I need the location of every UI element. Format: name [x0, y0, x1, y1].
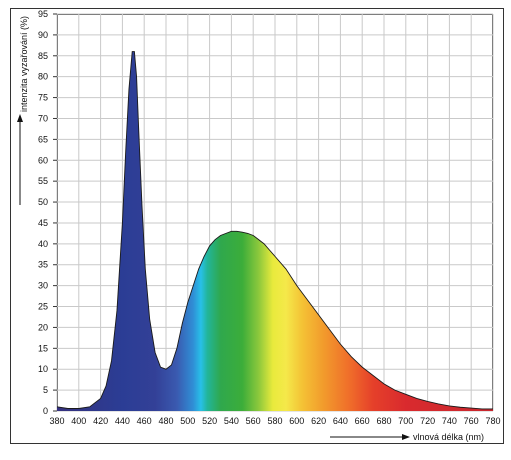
x-axis-title-group: vlnová délka (nm)	[330, 432, 484, 442]
x-axis-title: vlnová délka (nm)	[413, 432, 484, 442]
y-tick-label-1: 5	[43, 385, 48, 395]
y-tick-label-2: 10	[38, 364, 48, 374]
y-tick-label-3: 15	[38, 343, 48, 353]
x-tick-label-7: 520	[202, 416, 217, 426]
chart-frame	[10, 8, 504, 444]
x-tick-label-12: 620	[311, 416, 326, 426]
x-axis-title-arrow-head	[402, 434, 410, 440]
series-layer	[56, 51, 493, 412]
x-tick-label-0: 380	[49, 416, 64, 426]
y-axis-title: intenzita vyzařování (%)	[19, 16, 29, 112]
y-tick-label-11: 55	[38, 176, 48, 186]
x-tick-labels: 380 400 420 440 460 480 500 520 540 560 580 600 620 6…	[49, 416, 500, 426]
y-tick-labels: 0 5 10 15 20 25 30 35 40 45 50 55 60 65 70 75 80 85 90 95	[38, 9, 57, 416]
y-tick-label-0: 0	[43, 406, 48, 416]
y-tick-label-5: 25	[38, 302, 48, 312]
y-tick-label-19: 95	[38, 9, 48, 19]
y-tick-label-18: 90	[38, 30, 48, 40]
x-tick-label-11: 600	[289, 416, 304, 426]
y-axis-title-arrow-head	[17, 114, 23, 122]
spectrum-outline-0	[56, 51, 493, 410]
spectrum-area-0	[57, 51, 493, 412]
y-tick-label-15: 75	[38, 93, 48, 103]
y-tick-label-14: 70	[38, 113, 48, 123]
x-tick-label-13: 640	[333, 416, 348, 426]
x-tick-label-3: 440	[115, 416, 130, 426]
y-tick-label-4: 20	[38, 322, 48, 332]
x-tick-label-19: 760	[464, 416, 479, 426]
x-tick-label-14: 660	[355, 416, 370, 426]
x-tick-label-2: 420	[93, 416, 108, 426]
y-tick-label-6: 30	[38, 281, 48, 291]
y-tick-label-13: 65	[38, 134, 48, 144]
x-tick-label-10: 580	[267, 416, 282, 426]
x-tick-label-16: 700	[398, 416, 413, 426]
y-tick-label-9: 45	[38, 218, 48, 228]
y-tick-label-12: 60	[38, 155, 48, 165]
x-tick-label-6: 500	[180, 416, 195, 426]
x-tick-label-15: 680	[376, 416, 391, 426]
x-tick-label-4: 460	[137, 416, 152, 426]
y-tick-label-8: 40	[38, 239, 48, 249]
x-tick-label-18: 740	[442, 416, 457, 426]
y-tick-label-17: 85	[38, 51, 48, 61]
y-axis-title-group: intenzita vyzařování (%)	[17, 16, 29, 205]
x-tick-label-8: 540	[224, 416, 239, 426]
x-tick-label-5: 480	[158, 416, 173, 426]
y-tick-label-16: 80	[38, 72, 48, 82]
x-tick-label-20: 780	[485, 416, 500, 426]
x-tick-label-9: 560	[246, 416, 261, 426]
x-tick-label-17: 720	[420, 416, 435, 426]
y-tick-label-7: 35	[38, 260, 48, 270]
y-tick-label-10: 50	[38, 197, 48, 207]
x-tick-label-1: 400	[71, 416, 86, 426]
